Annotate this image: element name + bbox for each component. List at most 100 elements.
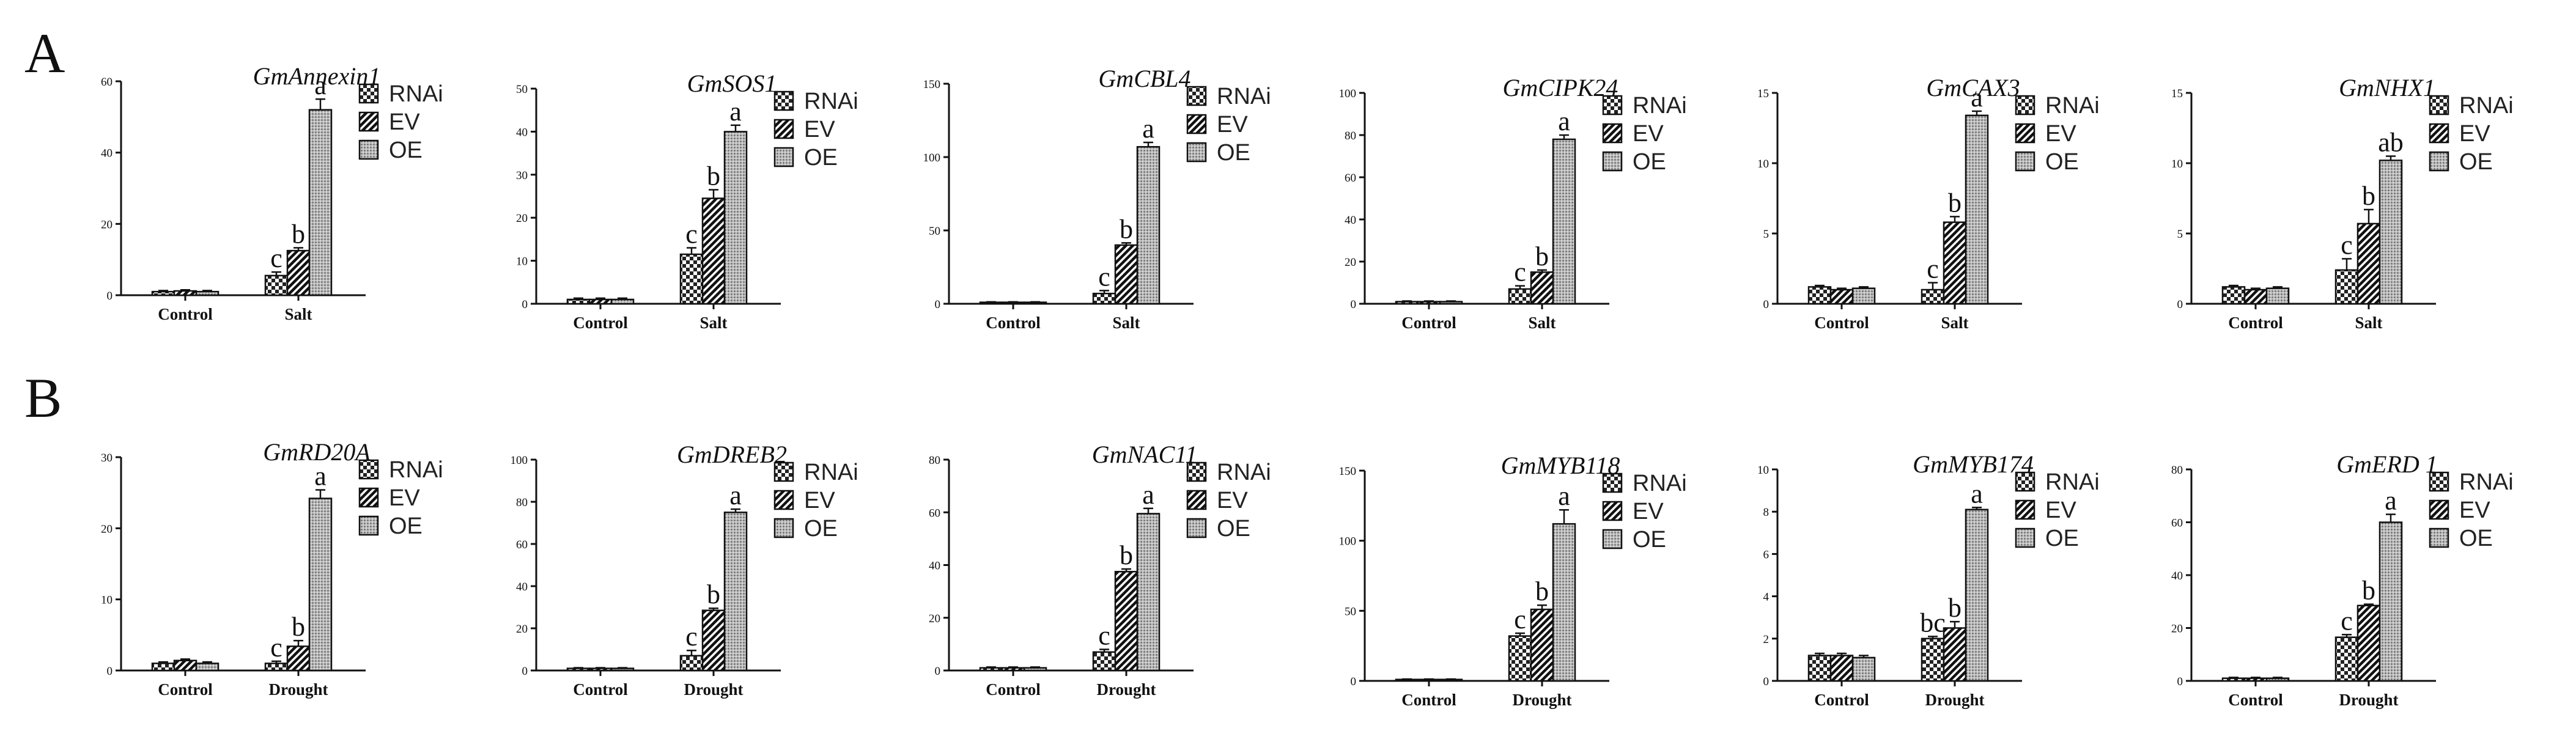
legend-label-ev: EV	[389, 109, 420, 135]
legend-label-ev: EV	[2459, 121, 2490, 147]
x-category-label: Salt	[699, 314, 727, 332]
bar-oe-salt	[1965, 114, 1989, 305]
bar-oe-control	[2265, 287, 2290, 305]
bar-rnai-control	[1807, 655, 1832, 682]
bar-ev-control	[1829, 288, 1854, 305]
y-tick-label: 150	[1339, 465, 1357, 478]
legend-swatch-rnai	[1186, 461, 1207, 482]
x-category-label: Drought	[684, 680, 743, 699]
legend-swatch-ev	[2015, 123, 2035, 144]
y-tick-label: 20	[516, 623, 528, 636]
y-tick-label: 40	[1345, 214, 1356, 227]
x-category-label: Drought	[2339, 691, 2398, 709]
bar-ev-control	[2243, 677, 2268, 682]
legend-label-rnai: RNAi	[804, 89, 858, 114]
y-tick-label: 10	[101, 594, 113, 607]
y-tick-label: 40	[516, 581, 528, 593]
x-category-label: Salt	[1112, 314, 1140, 332]
bar-oe-salt	[1136, 145, 1161, 305]
y-tick-label: 100	[511, 454, 528, 467]
legend-swatch-oe	[358, 139, 379, 160]
legend-swatch-ev	[1186, 490, 1207, 510]
legend-label-rnai: RNAi	[2459, 93, 2514, 119]
x-category-label: Control	[986, 314, 1041, 332]
x-category-label: Control	[573, 680, 628, 699]
bar-ev-drought	[1114, 571, 1139, 672]
legend-label-ev: EV	[1633, 499, 1664, 524]
significance-letter: c	[685, 219, 698, 249]
bar-ev-control	[1829, 655, 1854, 682]
significance-letter: a	[1971, 479, 1983, 509]
significance-letter: b	[1535, 576, 1549, 606]
legend-label-oe: OE	[2459, 149, 2493, 175]
bar-rnai-drought	[2334, 636, 2359, 682]
bar-rnai-control	[2221, 286, 2246, 305]
chart-title: GmERD 1	[2336, 450, 2438, 478]
legend-swatch-rnai	[2015, 95, 2035, 116]
y-tick-label: 15	[1757, 87, 1769, 100]
y-tick-label: 5	[2177, 228, 2183, 241]
significance-letter: b	[1948, 593, 1962, 623]
chart-gmerd1: GmERD 1 0 20 40 60 80 Control Drought cb a RNAi EV O…	[2171, 450, 2514, 709]
legend-swatch-rnai	[2429, 95, 2449, 116]
bar-rnai-drought	[1092, 651, 1116, 672]
y-tick-label: 60	[101, 76, 113, 89]
bar-oe-drought	[2379, 521, 2403, 682]
bar-ev-drought	[286, 645, 311, 672]
bar-oe-drought	[723, 512, 748, 672]
legend-swatch-oe	[2429, 151, 2449, 172]
x-category-label: Control	[1814, 314, 1869, 332]
y-tick-label: 0	[935, 298, 941, 311]
x-category-label: Drought	[1925, 691, 1984, 709]
legend-swatch-rnai	[358, 459, 379, 480]
chart-title: GmNAC11	[1092, 441, 1198, 468]
y-tick-label: 150	[923, 78, 941, 91]
legend-swatch-rnai	[773, 90, 794, 111]
y-tick-label: 80	[929, 454, 940, 467]
legend-label-ev: EV	[1633, 121, 1664, 147]
y-tick-label: 60	[516, 538, 528, 551]
bar-oe-control	[2265, 677, 2290, 682]
y-tick-label: 80	[2171, 464, 2183, 477]
x-category-label: Control	[158, 680, 213, 699]
chart-title: GmSOS1	[687, 70, 777, 97]
significance-letter: a	[1558, 481, 1570, 511]
chart-gmmyb118: GmMYB118 0 50 100 150 Control Drought cb a RNAi EV…	[1339, 452, 1687, 709]
legend-swatch-ev	[1602, 123, 1623, 144]
x-category-label: Control	[986, 680, 1041, 699]
bar-rnai-salt	[1508, 288, 1532, 305]
legend-label-oe: OE	[1633, 527, 1666, 553]
x-category-label: Salt	[284, 305, 312, 323]
legend-label-oe: OE	[2045, 149, 2079, 175]
chart-title: GmCAX3	[1926, 74, 2020, 101]
bar-ev-control	[173, 290, 197, 296]
x-category-label: Drought	[268, 680, 328, 699]
significance-letter: a	[314, 70, 327, 100]
y-tick-label: 60	[2171, 517, 2183, 530]
x-category-label: Control	[158, 305, 213, 323]
legend-swatch-ev	[2429, 499, 2449, 520]
x-category-label: Salt	[1528, 314, 1556, 332]
y-tick-label: 0	[107, 290, 113, 303]
bar-rnai-drought	[1508, 635, 1532, 682]
bar-ev-control	[588, 667, 613, 672]
bar-rnai-salt	[679, 253, 704, 305]
legend-label-ev: EV	[1217, 488, 1248, 513]
x-category-label: Salt	[1941, 314, 1968, 332]
significance-letter: ab	[2378, 128, 2404, 158]
legend-label-ev: EV	[1217, 112, 1248, 138]
legend-label-oe: OE	[1217, 516, 1250, 542]
bar-rnai-control	[151, 663, 175, 672]
bar-ev-salt	[2356, 222, 2381, 305]
bar-ev-control	[173, 659, 197, 672]
legend-swatch-rnai	[1602, 472, 1623, 493]
legend-swatch-oe	[1602, 529, 1623, 549]
legend-label-ev: EV	[804, 488, 835, 513]
bar-ev-drought	[1943, 627, 1967, 682]
bar-oe-drought	[1552, 523, 1576, 682]
chart-title: GmMYB174	[1913, 450, 2034, 478]
significance-letter: b	[707, 161, 720, 191]
x-category-label: Control	[2228, 691, 2283, 709]
